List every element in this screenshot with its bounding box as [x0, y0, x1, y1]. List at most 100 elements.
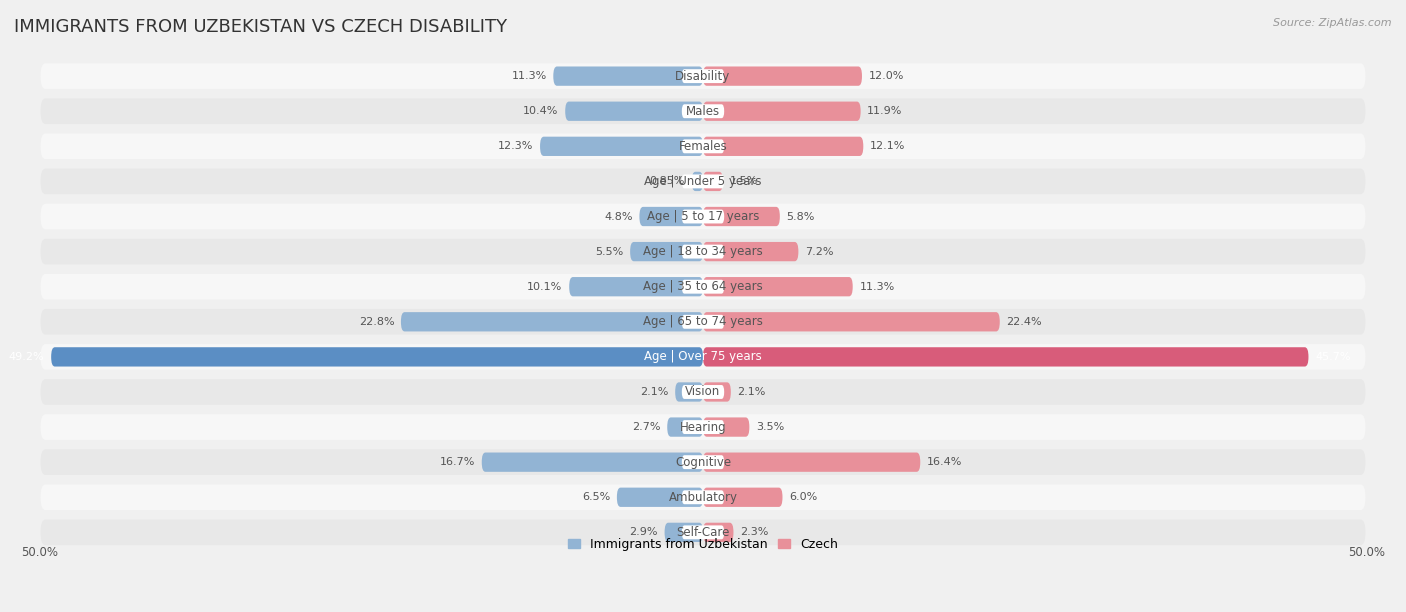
FancyBboxPatch shape — [41, 379, 1365, 405]
FancyBboxPatch shape — [41, 485, 1365, 510]
Text: 45.7%: 45.7% — [1315, 352, 1351, 362]
Text: 5.8%: 5.8% — [786, 212, 815, 222]
FancyBboxPatch shape — [682, 455, 724, 469]
Text: 0.85%: 0.85% — [650, 176, 685, 187]
Text: 11.9%: 11.9% — [868, 106, 903, 116]
FancyBboxPatch shape — [630, 242, 703, 261]
Text: 3.5%: 3.5% — [756, 422, 785, 432]
FancyBboxPatch shape — [682, 526, 724, 539]
FancyBboxPatch shape — [665, 523, 703, 542]
Text: Ambulatory: Ambulatory — [668, 491, 738, 504]
FancyBboxPatch shape — [703, 242, 799, 261]
FancyBboxPatch shape — [482, 452, 703, 472]
FancyBboxPatch shape — [682, 280, 724, 294]
FancyBboxPatch shape — [703, 523, 734, 542]
FancyBboxPatch shape — [703, 382, 731, 401]
FancyBboxPatch shape — [401, 312, 703, 332]
FancyBboxPatch shape — [617, 488, 703, 507]
Text: 7.2%: 7.2% — [806, 247, 834, 256]
FancyBboxPatch shape — [41, 520, 1365, 545]
FancyBboxPatch shape — [51, 347, 703, 367]
Text: IMMIGRANTS FROM UZBEKISTAN VS CZECH DISABILITY: IMMIGRANTS FROM UZBEKISTAN VS CZECH DISA… — [14, 18, 508, 36]
Text: Males: Males — [686, 105, 720, 118]
FancyBboxPatch shape — [703, 277, 852, 296]
FancyBboxPatch shape — [41, 99, 1365, 124]
FancyBboxPatch shape — [675, 382, 703, 401]
FancyBboxPatch shape — [682, 69, 724, 83]
FancyBboxPatch shape — [703, 102, 860, 121]
FancyBboxPatch shape — [41, 274, 1365, 299]
FancyBboxPatch shape — [703, 417, 749, 437]
Text: 22.8%: 22.8% — [359, 317, 394, 327]
FancyBboxPatch shape — [41, 204, 1365, 230]
FancyBboxPatch shape — [41, 414, 1365, 440]
FancyBboxPatch shape — [41, 344, 1365, 370]
FancyBboxPatch shape — [41, 309, 1365, 335]
Text: Age | 18 to 34 years: Age | 18 to 34 years — [643, 245, 763, 258]
Text: 49.2%: 49.2% — [8, 352, 45, 362]
Legend: Immigrants from Uzbekistan, Czech: Immigrants from Uzbekistan, Czech — [562, 532, 844, 556]
Text: 2.3%: 2.3% — [740, 528, 769, 537]
Text: 6.0%: 6.0% — [789, 492, 817, 502]
FancyBboxPatch shape — [682, 104, 724, 118]
FancyBboxPatch shape — [703, 488, 783, 507]
FancyBboxPatch shape — [540, 136, 703, 156]
Text: 10.4%: 10.4% — [523, 106, 558, 116]
Text: 12.3%: 12.3% — [498, 141, 533, 151]
Text: 6.5%: 6.5% — [582, 492, 610, 502]
FancyBboxPatch shape — [682, 385, 724, 399]
Text: Self-Care: Self-Care — [676, 526, 730, 539]
FancyBboxPatch shape — [703, 136, 863, 156]
FancyBboxPatch shape — [41, 239, 1365, 264]
Text: 12.1%: 12.1% — [870, 141, 905, 151]
Text: Age | 5 to 17 years: Age | 5 to 17 years — [647, 210, 759, 223]
Text: Age | 35 to 64 years: Age | 35 to 64 years — [643, 280, 763, 293]
Text: 50.0%: 50.0% — [21, 546, 58, 559]
FancyBboxPatch shape — [640, 207, 703, 226]
Text: 1.5%: 1.5% — [730, 176, 758, 187]
FancyBboxPatch shape — [41, 449, 1365, 475]
Text: Age | Over 75 years: Age | Over 75 years — [644, 351, 762, 364]
FancyBboxPatch shape — [41, 169, 1365, 194]
Text: 10.1%: 10.1% — [527, 282, 562, 292]
Text: Hearing: Hearing — [679, 420, 727, 433]
Text: 2.1%: 2.1% — [738, 387, 766, 397]
FancyBboxPatch shape — [703, 67, 862, 86]
FancyBboxPatch shape — [703, 347, 1309, 367]
Text: 11.3%: 11.3% — [859, 282, 894, 292]
FancyBboxPatch shape — [703, 452, 921, 472]
Text: 50.0%: 50.0% — [1348, 546, 1385, 559]
Text: 16.4%: 16.4% — [927, 457, 962, 467]
Text: Cognitive: Cognitive — [675, 456, 731, 469]
Text: 22.4%: 22.4% — [1007, 317, 1042, 327]
FancyBboxPatch shape — [682, 315, 724, 329]
FancyBboxPatch shape — [682, 245, 724, 258]
FancyBboxPatch shape — [41, 133, 1365, 159]
Text: 4.8%: 4.8% — [605, 212, 633, 222]
FancyBboxPatch shape — [41, 63, 1365, 89]
FancyBboxPatch shape — [703, 172, 723, 191]
Text: Source: ZipAtlas.com: Source: ZipAtlas.com — [1274, 18, 1392, 28]
FancyBboxPatch shape — [682, 490, 724, 504]
FancyBboxPatch shape — [682, 209, 724, 223]
FancyBboxPatch shape — [682, 420, 724, 434]
FancyBboxPatch shape — [668, 417, 703, 437]
FancyBboxPatch shape — [569, 277, 703, 296]
FancyBboxPatch shape — [682, 140, 724, 153]
Text: 2.1%: 2.1% — [640, 387, 669, 397]
Text: 2.7%: 2.7% — [633, 422, 661, 432]
FancyBboxPatch shape — [565, 102, 703, 121]
Text: Females: Females — [679, 140, 727, 153]
Text: 5.5%: 5.5% — [595, 247, 623, 256]
Text: Age | 65 to 74 years: Age | 65 to 74 years — [643, 315, 763, 328]
FancyBboxPatch shape — [703, 207, 780, 226]
Text: Age | Under 5 years: Age | Under 5 years — [644, 175, 762, 188]
FancyBboxPatch shape — [554, 67, 703, 86]
FancyBboxPatch shape — [703, 312, 1000, 332]
Text: 2.9%: 2.9% — [630, 528, 658, 537]
Text: Vision: Vision — [685, 386, 721, 398]
Text: 16.7%: 16.7% — [440, 457, 475, 467]
Text: 12.0%: 12.0% — [869, 71, 904, 81]
FancyBboxPatch shape — [682, 174, 724, 188]
FancyBboxPatch shape — [692, 172, 703, 191]
